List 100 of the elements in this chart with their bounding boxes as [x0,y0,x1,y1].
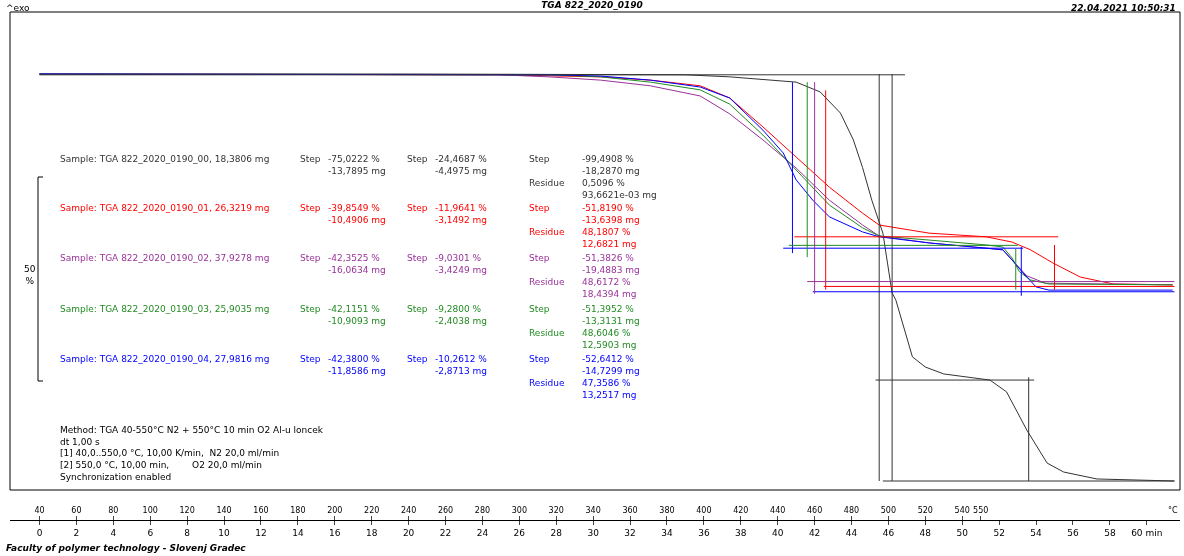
x-tick-label: 40 [771,527,784,538]
x2-tick-label: 100 [142,505,158,515]
x-tick-label: 34 [661,527,673,538]
x2-tick-label: 540 [954,505,970,515]
x2-tick-label: 340 [585,505,601,515]
annotation: -9,2800 % -2,4038 mg [435,304,488,326]
annotation: Step [407,304,428,314]
x-tick-label: 12 [255,527,267,538]
text: Faculty of polymer technology - Slovenj Gradec [6,543,247,553]
x2-tick-label: 60 [71,505,82,515]
x2-axis-title: °C [1168,506,1178,515]
annotation: Residue [529,328,565,338]
annotation: -51,8190 % -13,6398 mg [582,203,640,225]
annotation: -39,8549 % -10,4906 mg [328,203,386,225]
x2-tick-label: 260 [437,505,454,515]
x2-tick-label: 520 [917,505,933,515]
x-tick-label: 18 [365,527,378,538]
x2-tick-label: 200 [327,505,343,515]
x-tick-label: 0 [36,527,43,538]
x2-tick-label: 360 [622,505,638,515]
x-tick-label: 22 [439,527,452,538]
x2-tick-label: 280 [474,505,491,515]
x-tick-label: 26 [513,527,526,538]
annotation: Step [407,154,428,164]
x-tick-label: 60 min [1131,527,1163,538]
annotation: -42,1151 % -10,9093 mg [328,304,386,326]
annotation: Method: TGA 40-550°C N2 + 550°C 10 min O2 Al-u loncek dt 1,00 s [1] 40,0..550,0 °C, 10,00 K/min, N2 20,0 ml/min [2] 550,0 °C, 10,00 min, O2 20,0 ml/min Synchronization enabled [60,425,324,482]
annotation: Sample: TGA 822_2020_0190_04, 27,9816 mg [60,354,270,364]
annotation: -9,0301 % -3,4249 mg [435,253,488,275]
x2-tick-label: 140 [216,505,232,515]
annotation: Step [407,203,428,213]
x2-tick-label: 220 [364,505,380,515]
annotation: -52,6412 % -14,7299 mg [582,354,640,376]
x2-tick-label: 400 [696,505,712,515]
annotation: -99,4908 % -18,2870 mg [582,154,640,176]
annotation: Step [300,154,321,164]
x-tick-label: 8 [184,527,191,538]
x-tick-label: 30 [587,527,600,538]
annotation: Residue [529,378,565,388]
annotation: Step [529,304,550,314]
annotation: Residue [529,178,565,188]
x-tick-label: 44 [845,527,858,538]
x-tick-label: 24 [476,527,489,538]
x-tick-label: 4 [110,527,117,538]
x2-tick-label: 550 [973,505,989,515]
x2-tick-label: 240 [400,505,417,515]
x-tick-label: 50 [956,527,969,538]
text: 22.04.2021 10:50:31 [1071,3,1176,13]
text: ^exo [6,3,30,13]
annotation: Step [407,253,428,263]
annotation: Sample: TGA 822_2020_0190_00, 18,3806 mg [60,154,270,164]
annotation: Sample: TGA 822_2020_0190_02, 37,9278 mg [60,253,270,263]
annotation: Sample: TGA 822_2020_0190_01, 26,3219 mg [60,203,270,213]
annotation: Step [529,354,550,364]
annotation: 48,6172 % 18,4394 mg [582,277,637,299]
x2-tick-label: 420 [733,505,749,515]
x-tick-label: 6 [147,527,154,538]
annotation: 48,6046 % 12,5903 mg [582,328,637,350]
x-tick-label: 46 [882,527,895,538]
x-tick-label: 52 [993,527,1005,538]
annotation: Residue [529,227,565,237]
x-tick-label: 56 [1067,527,1079,538]
annotation: -51,3826 % -19,4883 mg [582,253,640,275]
x2-tick-label: 380 [659,505,675,515]
annotation: Step [529,154,550,164]
x-tick-label: 32 [624,527,636,538]
x2-tick-label: 440 [770,505,786,515]
annotation: -51,3952 % -13,3131 mg [582,304,640,326]
x2-tick-label: 320 [548,505,564,515]
x-tick-label: 42 [808,527,821,538]
annotation: -42,3800 % -11,8586 mg [328,354,386,376]
annotation: Sample: TGA 822_2020_0190_03, 25,9035 mg [60,304,270,314]
chart-title: TGA 822_2020_0190 [541,0,643,11]
x2-tick-label: 40 [34,505,45,515]
x-tick-label: 28 [550,527,563,538]
x-tick-label: 58 [1104,527,1116,538]
annotation: -11,9641 % -3,1492 mg [435,203,488,225]
x2-tick-label: 120 [179,505,195,515]
x-tick-label: 20 [402,527,415,538]
annotation: Step [300,354,321,364]
annotation: Step [407,354,428,364]
annotation: 47,3586 % 13,2517 mg [582,378,637,400]
x2-tick-label: 80 [108,505,119,515]
x-tick-label: 10 [218,527,231,538]
annotation: Step [300,203,321,213]
x-tick-label: 2 [73,527,80,538]
x-tick-label: 38 [735,527,747,538]
x-tick-label: 14 [292,527,304,538]
x2-tick-label: 480 [843,505,860,515]
x2-tick-label: 500 [880,505,897,515]
annotation: Step [300,253,321,263]
annotation: Residue [529,277,565,287]
x-tick-label: 54 [1030,527,1043,538]
x2-tick-label: 160 [253,505,269,515]
annotation: -42,3525 % -16,0634 mg [328,253,386,275]
x-tick-label: 36 [698,527,710,538]
annotation: Step [529,253,550,263]
annotation: -24,4687 % -4,4975 mg [435,154,488,176]
x-tick-label: 16 [329,527,341,538]
annotation: Step [300,304,321,314]
